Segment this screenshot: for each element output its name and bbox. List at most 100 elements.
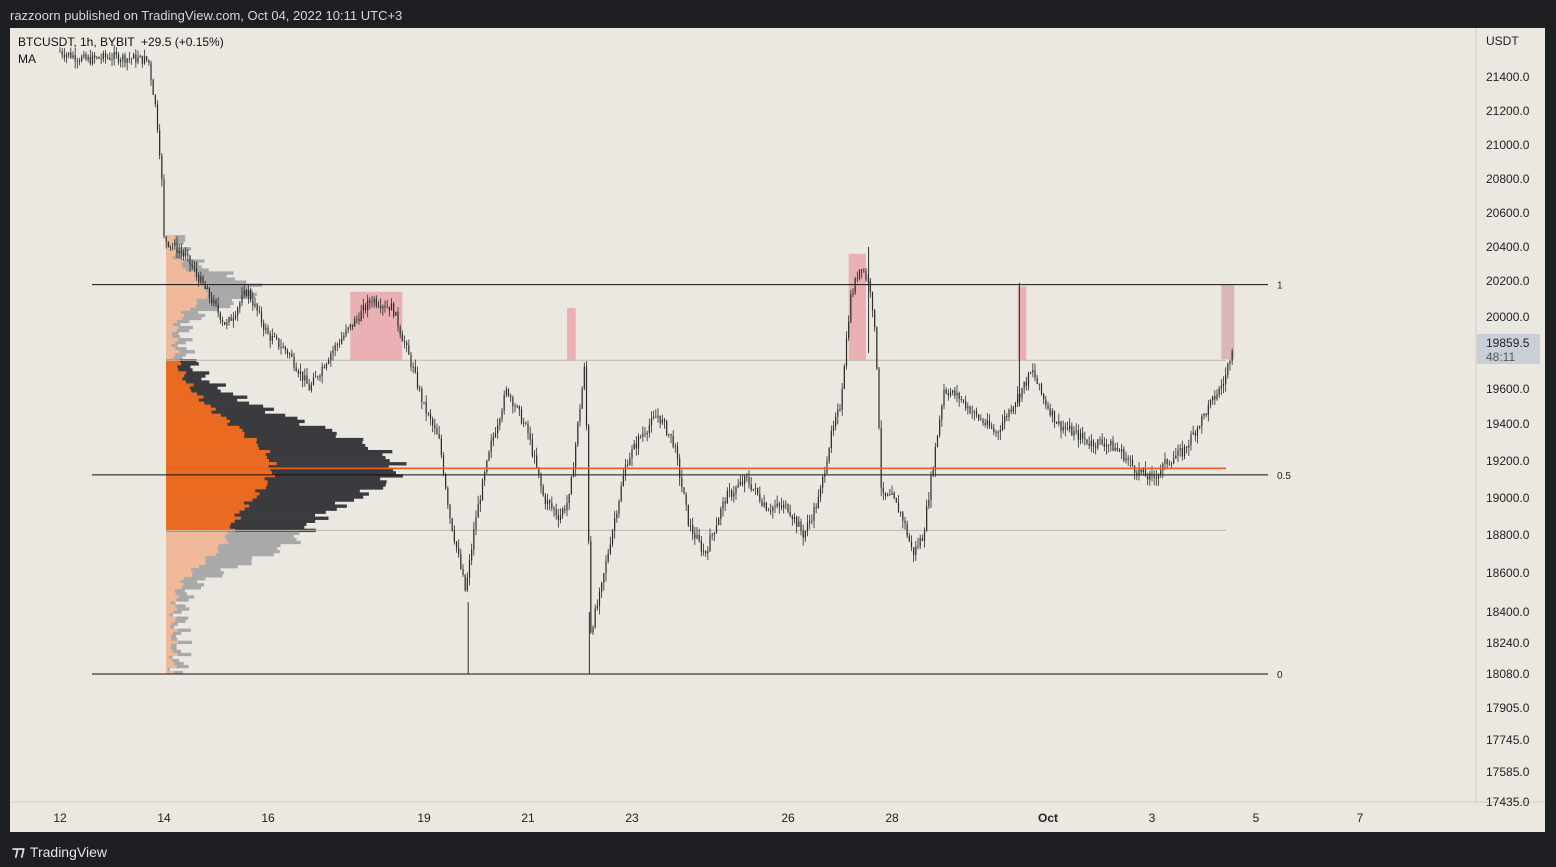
candle-body xyxy=(377,305,380,307)
candle-body xyxy=(1116,447,1118,450)
candle-body xyxy=(670,433,672,436)
candle-body xyxy=(1225,374,1227,384)
candle-body xyxy=(910,541,913,548)
profile-down-bar xyxy=(173,356,183,360)
candle-body xyxy=(291,353,293,357)
time-tick-label: Oct xyxy=(1038,811,1058,825)
candle-body xyxy=(674,446,676,448)
candle-body xyxy=(345,329,347,336)
candle-body xyxy=(1214,396,1216,400)
candle-body xyxy=(432,418,434,426)
profile-up-bar xyxy=(166,465,269,469)
profile-up-bar xyxy=(166,658,173,663)
legend-symbol[interactable]: BTCUSDT, 1h, BYBIT xyxy=(18,35,135,49)
candle-body xyxy=(200,276,202,283)
legend-indicator[interactable]: MA xyxy=(18,52,36,66)
profile-up-bar xyxy=(166,601,171,605)
candle-body xyxy=(1049,408,1051,416)
candle-body xyxy=(1006,416,1008,417)
profile-down-bar xyxy=(181,362,199,366)
candle-body xyxy=(852,292,854,295)
profile-up-bar xyxy=(166,546,218,551)
candle-body xyxy=(689,525,692,526)
candle-body xyxy=(74,55,76,62)
profile-up-bar xyxy=(166,459,269,463)
candle-body xyxy=(607,553,609,562)
candle-body xyxy=(1036,377,1038,384)
candle-body xyxy=(505,389,507,395)
candle-body xyxy=(869,280,871,292)
profile-down-bar xyxy=(229,525,305,530)
candle-body xyxy=(146,56,148,60)
candle-body xyxy=(1177,450,1179,456)
candle-body xyxy=(830,430,832,448)
candle-body xyxy=(237,308,239,316)
candle-body xyxy=(137,57,139,63)
price-tick-label: 20400.0 xyxy=(1486,240,1530,254)
profile-down-bar xyxy=(255,489,360,493)
price-tick-label: 18600.0 xyxy=(1486,566,1530,580)
time-tick-label: 5 xyxy=(1253,811,1260,825)
time-tick-label: 21 xyxy=(521,811,535,825)
candle-body xyxy=(967,406,969,409)
candle-body xyxy=(705,551,707,554)
profile-up-bar xyxy=(166,510,240,514)
candle-body xyxy=(952,390,954,393)
profile-up-bar xyxy=(166,356,174,360)
profile-up-bar xyxy=(166,568,192,572)
supply-zone-3 xyxy=(848,253,866,361)
candle-body xyxy=(939,419,941,436)
candle-body xyxy=(273,336,276,337)
profile-up-bar xyxy=(166,374,185,378)
profile-down-bar xyxy=(178,338,193,342)
candle-body xyxy=(258,310,260,312)
candle-body xyxy=(817,496,819,508)
candle-body xyxy=(167,241,169,247)
profile-up-bar xyxy=(166,537,227,542)
candle-body xyxy=(666,421,668,435)
profile-up-bar xyxy=(166,643,171,648)
price-tick-label: 17905.0 xyxy=(1486,701,1530,715)
tradingview-brand[interactable]: ⁊⁊ TradingView xyxy=(12,843,107,860)
profile-down-bar xyxy=(226,537,297,542)
profile-down-bar xyxy=(173,631,182,635)
candle-body xyxy=(741,481,744,485)
profile-down-bar xyxy=(256,495,364,499)
profile-up-bar xyxy=(166,474,275,478)
candle-body xyxy=(176,243,178,253)
candle-body xyxy=(208,288,211,298)
time-tick-label: 7 xyxy=(1357,811,1364,825)
profile-up-bar xyxy=(166,640,179,645)
profile-up-bar xyxy=(166,562,206,566)
candle-body xyxy=(460,554,462,569)
candle-body xyxy=(488,451,490,461)
candle-body xyxy=(884,492,887,496)
candle-body xyxy=(462,568,464,575)
candle-body xyxy=(681,477,683,488)
candle-body xyxy=(813,507,815,521)
candle-body xyxy=(947,393,949,396)
profile-up-bar xyxy=(166,271,198,275)
profile-up-bar xyxy=(166,583,184,587)
candle-body xyxy=(659,415,661,424)
candle-body xyxy=(436,428,438,435)
candle-body xyxy=(843,366,845,389)
profile-up-bar xyxy=(166,310,181,315)
candle-body xyxy=(585,366,588,426)
profile-down-bar xyxy=(264,477,381,481)
profile-down-bar xyxy=(175,347,187,351)
profile-up-bar xyxy=(166,480,268,484)
profile-down-bar xyxy=(174,661,184,666)
profile-down-bar xyxy=(170,601,176,605)
candle-body xyxy=(889,494,891,496)
candle-body xyxy=(187,253,189,256)
candle-body xyxy=(1131,459,1134,466)
volume-profile xyxy=(166,235,1226,675)
candle-body xyxy=(1075,430,1077,432)
candle-body xyxy=(752,488,754,490)
candle-body xyxy=(575,444,577,469)
candle-body xyxy=(1101,439,1103,444)
candle-body xyxy=(122,55,124,61)
time-tick-label: 14 xyxy=(157,811,171,825)
